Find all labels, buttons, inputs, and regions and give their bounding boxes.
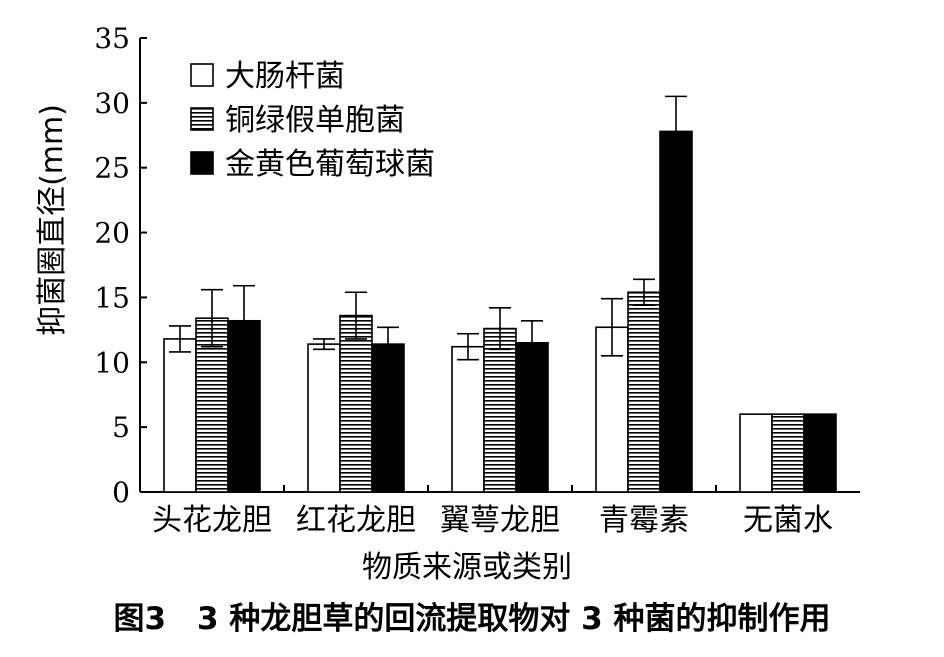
y-tick-label: 20	[94, 217, 130, 250]
error-bar	[457, 332, 479, 361]
error-bar	[633, 278, 655, 307]
y-tick-label: 15	[94, 281, 130, 314]
figure-caption: 图3 3 种龙胆草的回流提取物对 3 种菌的抑制作用	[113, 601, 831, 637]
error-bar	[489, 307, 511, 351]
bar	[739, 413, 773, 493]
error-bar	[601, 297, 623, 357]
bar	[163, 338, 197, 493]
y-tick-label: 25	[94, 152, 130, 185]
bar	[627, 291, 661, 493]
bar	[483, 327, 517, 493]
bar	[771, 413, 805, 493]
error-bar	[233, 284, 255, 357]
error-bar	[521, 319, 543, 366]
legend-swatch	[190, 63, 214, 87]
y-tick-label: 30	[94, 87, 130, 120]
x-axis-title: 物质来源或类别	[362, 550, 572, 585]
y-axis-title: 抑菌圈直径(mm)	[35, 104, 70, 336]
legend-label: 金黄色葡萄球菌	[225, 147, 435, 182]
y-tick-label: 35	[94, 22, 130, 55]
bar-chart: 0 5 10 15 20 25 30 35 头花龙胆 红花龙胆 翼萼龙胆 青霉素 无菌水 大肠杆菌铜绿假…	[35, 22, 860, 585]
legend-label: 大肠杆菌	[225, 59, 345, 94]
bar	[659, 130, 693, 493]
error-bar	[665, 95, 687, 168]
x-tick-label: 红花龙胆	[296, 503, 416, 538]
y-tick-label: 10	[94, 346, 130, 379]
error-bars	[169, 95, 687, 366]
error-bar	[169, 325, 191, 353]
y-tick-label: 5	[112, 411, 130, 444]
legend-swatch	[190, 107, 214, 131]
bar	[371, 343, 405, 493]
bar	[803, 413, 837, 493]
y-tick-label: 0	[112, 476, 130, 509]
bar	[307, 343, 341, 493]
x-tick-label: 头花龙胆	[152, 503, 272, 538]
error-bar	[345, 291, 367, 340]
x-tick-label: 无菌水	[743, 503, 833, 538]
legend-label: 铜绿假单胞菌	[225, 103, 405, 138]
legend-swatch	[190, 151, 214, 175]
error-bar	[201, 288, 223, 348]
bar	[451, 345, 485, 493]
axes: 0 5 10 15 20 25 30 35 头花龙胆 红花龙胆 翼萼龙胆 青霉素 无菌水	[94, 22, 860, 538]
error-bar	[313, 338, 335, 351]
bar	[339, 314, 373, 493]
x-tick-label: 青霉素	[599, 503, 689, 538]
error-bar	[377, 326, 399, 362]
x-tick-label: 翼萼龙胆	[440, 503, 560, 538]
